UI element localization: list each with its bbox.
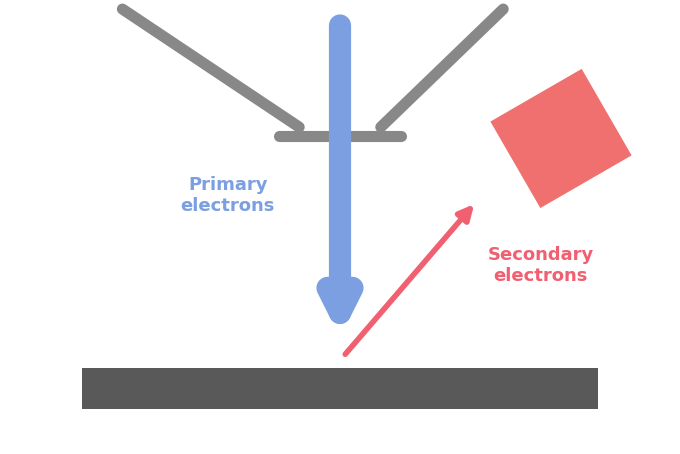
Text: Primary
electrons: Primary electrons — [181, 176, 275, 215]
Text: Secondary
electrons: Secondary electrons — [488, 246, 594, 285]
Polygon shape — [490, 69, 632, 208]
Bar — [82, 368, 598, 409]
